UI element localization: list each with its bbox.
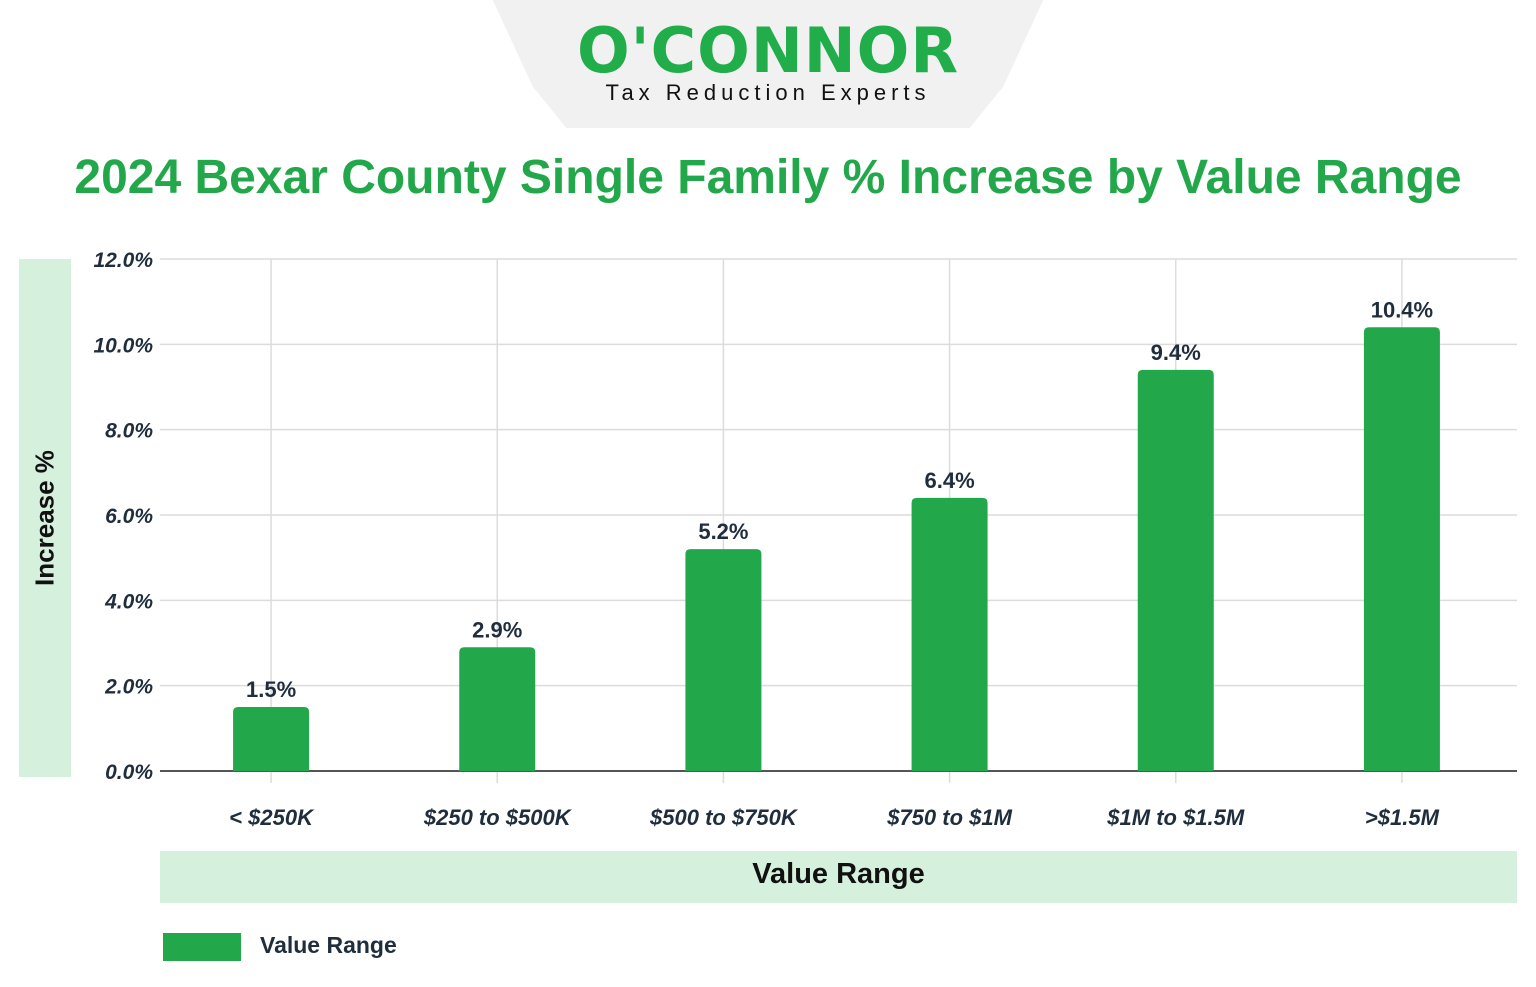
y-tick-label: 4.0%	[104, 590, 153, 613]
bar	[1137, 369, 1214, 771]
chart-title: 2024 Bexar County Single Family % Increa…	[74, 151, 1462, 204]
logo-background	[488, 0, 1048, 128]
y-tick-label: 12.0%	[93, 249, 153, 272]
legend-swatch	[163, 933, 241, 961]
x-axis-label-band	[160, 851, 1517, 903]
x-tick-label: >$1.5M	[1365, 805, 1440, 830]
logo-tagline: Tax Reduction Experts	[605, 80, 931, 105]
y-axis-label-band	[19, 259, 71, 777]
y-tick-label: 0.0%	[105, 761, 153, 784]
x-axis-label: Value Range	[752, 858, 925, 890]
bar	[1363, 327, 1440, 771]
x-tick-label: $250 to $500K	[423, 805, 573, 830]
data-label: 9.4%	[1151, 340, 1201, 365]
y-tick-label: 6.0%	[105, 505, 153, 528]
bar	[685, 549, 762, 771]
x-tick-label: $750 to $1M	[886, 805, 1012, 830]
logo: O'CONNOR	[576, 14, 960, 87]
data-label: 2.9%	[472, 617, 522, 642]
data-label: 1.5%	[246, 677, 296, 702]
y-tick-label: 2.0%	[104, 676, 153, 699]
bar	[233, 707, 310, 771]
x-tick-label: $500 to $750K	[649, 805, 799, 830]
y-tick-label: 10.0%	[93, 334, 153, 357]
data-label: 6.4%	[925, 468, 975, 493]
legend-label: Value Range	[260, 932, 397, 958]
bar	[459, 647, 536, 771]
data-label: 10.4%	[1371, 297, 1433, 322]
bar	[911, 497, 988, 771]
x-tick-label: < $250K	[229, 805, 315, 830]
x-tick-label: $1M to $1.5M	[1106, 805, 1245, 830]
data-label: 5.2%	[698, 519, 748, 544]
y-tick-label: 8.0%	[105, 420, 153, 443]
